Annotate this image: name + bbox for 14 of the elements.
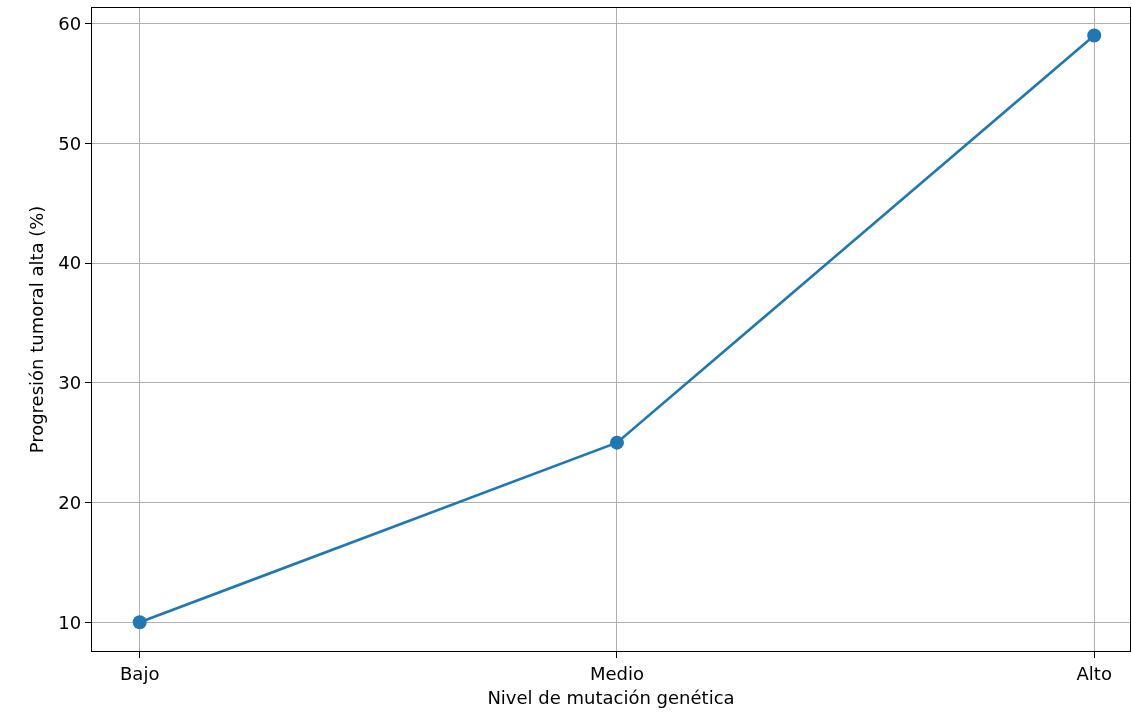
- point: [1087, 28, 1102, 43]
- y-tick-label: 50: [58, 132, 82, 154]
- x-tick-label: Alto: [1076, 662, 1112, 684]
- point: [132, 615, 147, 630]
- x-axis-title: Nivel de mutación genética: [487, 686, 735, 708]
- y-tick-label: 60: [58, 12, 82, 34]
- y-tick-label: 10: [58, 611, 82, 633]
- y-tick-label: 40: [58, 252, 82, 274]
- y-tick-label: 20: [58, 491, 82, 513]
- x-tick-label: Bajo: [120, 662, 160, 684]
- y-axis-title: Progresión tumoral alta (%): [25, 205, 47, 454]
- x-tick-label: Medio: [589, 662, 644, 684]
- point: [609, 435, 624, 450]
- y-tick-label: 30: [58, 372, 82, 394]
